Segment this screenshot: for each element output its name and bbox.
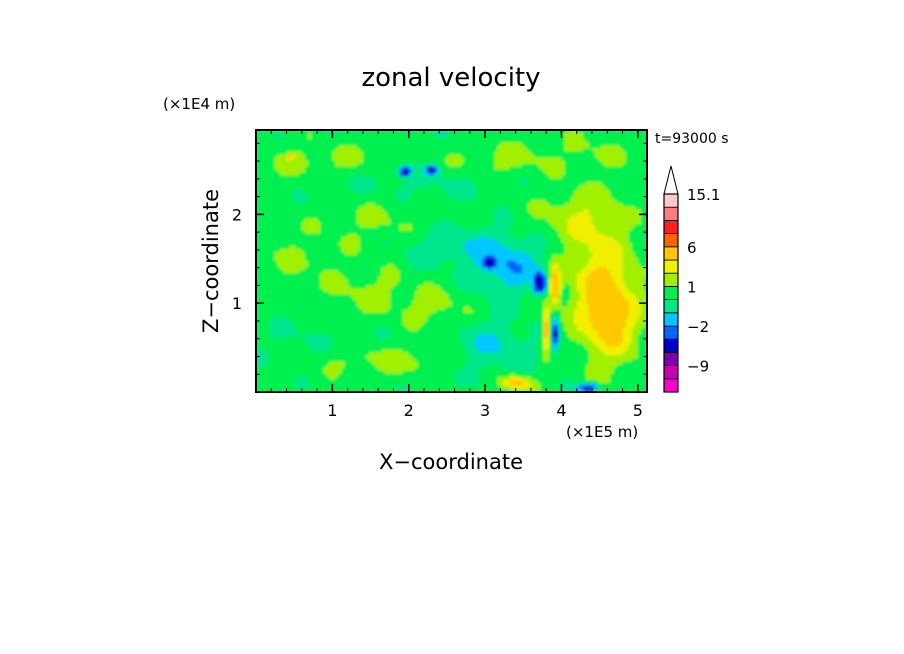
colorbar-swatch (663, 285, 679, 300)
plot-frame (255, 129, 648, 393)
colorbar-swatch (663, 272, 679, 287)
colorbar-swatch (663, 219, 679, 234)
colorbar: 15.1 6 1 −2 −9 (663, 165, 720, 393)
x-tick-label: 1 (327, 401, 337, 420)
colorbar-swatch (663, 246, 679, 261)
y-axis: 12 (232, 142, 647, 375)
colorbar-swatch (663, 299, 679, 314)
colorbar-swatch (663, 193, 679, 208)
x-scale-label: (×1E5 m) (566, 423, 638, 441)
colorbar-swatch (663, 233, 679, 248)
time-label: t=93000 s (655, 131, 729, 147)
colorbar-tick-label: −2 (687, 318, 709, 336)
colorbar-swatch (663, 378, 679, 393)
x-tick-label: 4 (556, 401, 566, 420)
colorbar-tick-label: 15.1 (687, 186, 720, 204)
colorbar-swatch (663, 365, 679, 380)
x-tick-label: 2 (404, 401, 414, 420)
y-tick-label: 2 (232, 205, 242, 224)
colorbar-extend-arrow (663, 165, 679, 195)
colorbar-swatch (663, 325, 679, 340)
y-scale-label: (×1E4 m) (163, 95, 235, 113)
contour-field (256, 130, 647, 392)
colorbar-swatch (663, 351, 679, 366)
x-tick-label: 3 (480, 401, 490, 420)
colorbar-tick-label: 6 (687, 239, 697, 257)
colorbar-swatch (663, 312, 679, 327)
x-axis: 1 2 3 4 5 (270, 130, 643, 420)
colorbar-swatch (663, 259, 679, 274)
colorbar-swatch (663, 206, 679, 221)
y-axis-label: Z−coordinate (199, 189, 223, 333)
chart-title: zonal velocity (361, 63, 540, 93)
colorbar-tick-label: −9 (687, 358, 709, 376)
y-tick-label: 1 (232, 294, 242, 313)
plot-area (256, 130, 647, 392)
colorbar-frame (663, 193, 679, 393)
x-tick-label: 5 (633, 401, 643, 420)
colorbar-tick-label: 1 (687, 278, 697, 296)
x-axis-label: X−coordinate (379, 450, 523, 474)
colorbar-swatch (663, 338, 679, 353)
